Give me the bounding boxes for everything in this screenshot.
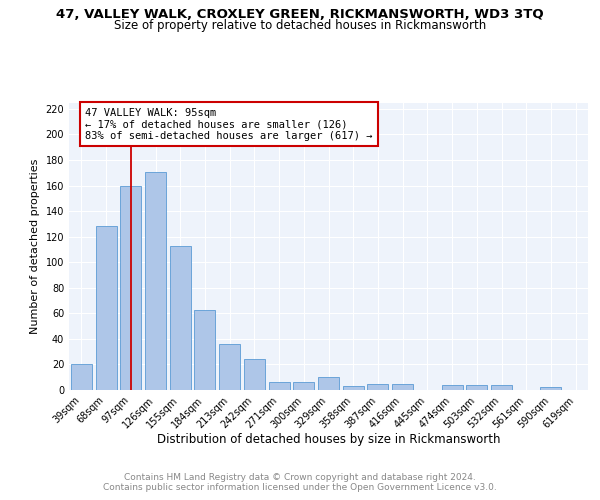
Bar: [367, 384, 388, 390]
Bar: [244, 360, 265, 390]
Text: 47, VALLEY WALK, CROXLEY GREEN, RICKMANSWORTH, WD3 3TQ: 47, VALLEY WALK, CROXLEY GREEN, RICKMANS…: [56, 8, 544, 20]
Text: Distribution of detached houses by size in Rickmansworth: Distribution of detached houses by size …: [157, 432, 500, 446]
Bar: [120, 186, 141, 390]
Bar: [293, 382, 314, 390]
Text: Contains HM Land Registry data © Crown copyright and database right 2024.
Contai: Contains HM Land Registry data © Crown c…: [103, 472, 497, 492]
Bar: [194, 310, 215, 390]
Bar: [219, 344, 240, 390]
Bar: [491, 385, 512, 390]
Bar: [541, 388, 562, 390]
Bar: [170, 246, 191, 390]
Bar: [269, 382, 290, 390]
Y-axis label: Number of detached properties: Number of detached properties: [30, 158, 40, 334]
Bar: [145, 172, 166, 390]
Bar: [318, 377, 339, 390]
Bar: [466, 385, 487, 390]
Bar: [442, 385, 463, 390]
Text: 47 VALLEY WALK: 95sqm
← 17% of detached houses are smaller (126)
83% of semi-det: 47 VALLEY WALK: 95sqm ← 17% of detached …: [85, 108, 373, 141]
Bar: [71, 364, 92, 390]
Text: Size of property relative to detached houses in Rickmansworth: Size of property relative to detached ho…: [114, 19, 486, 32]
Bar: [95, 226, 116, 390]
Bar: [343, 386, 364, 390]
Bar: [392, 384, 413, 390]
